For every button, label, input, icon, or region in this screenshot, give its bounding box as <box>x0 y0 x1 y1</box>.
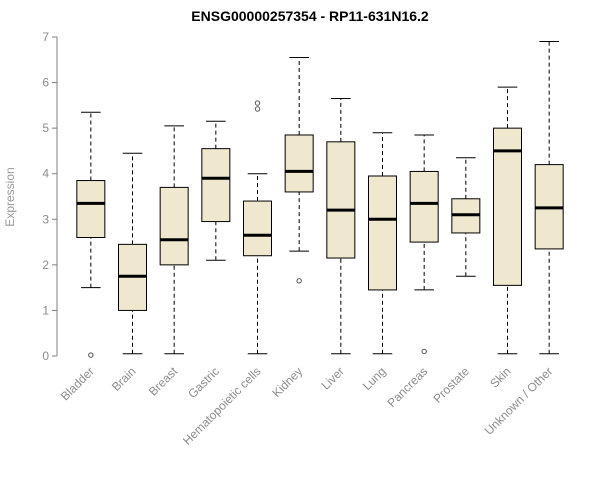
chart-title: ENSG00000257354 - RP11-631N16.2 <box>191 8 429 24</box>
y-tick-label: 2 <box>42 258 49 272</box>
outlier-point <box>254 106 261 112</box>
y-tick-label: 1 <box>42 303 49 317</box>
boxplot-gastric: Gastric <box>185 120 231 401</box>
x-tick-label: Brain <box>109 364 139 394</box>
y-tick-label: 7 <box>42 30 49 44</box>
outlier-point <box>421 348 427 355</box>
y-tick-label: 5 <box>42 121 49 135</box>
x-tick-label: Pancreas <box>385 364 431 410</box>
iqr-box <box>284 134 314 193</box>
boxplot-brain: Brain <box>109 152 147 394</box>
boxplot-skin: Skin <box>487 86 522 391</box>
iqr-box <box>326 141 356 259</box>
x-tick-label: Liver <box>319 364 347 392</box>
outlier-point <box>296 278 302 284</box>
boxplot-bladder: Bladder <box>58 111 106 403</box>
boxplot-lung: Lung <box>360 132 397 393</box>
iqr-box <box>201 148 231 223</box>
x-tick-label: Hematopoietic cells <box>180 364 263 447</box>
x-tick-label: Gastric <box>185 364 222 401</box>
x-tick-label: Prostate <box>430 364 472 406</box>
y-tick-label: 3 <box>42 212 49 226</box>
outlier-point <box>254 100 261 106</box>
x-tick-label: Lung <box>360 364 389 393</box>
boxplot-liver: Liver <box>319 98 356 393</box>
y-axis-label: Expression <box>3 167 17 226</box>
iqr-box <box>243 200 272 257</box>
y-tick-label: 0 <box>42 349 49 363</box>
y-tick-label: 6 <box>42 76 49 90</box>
iqr-box <box>76 180 106 239</box>
iqr-box <box>368 175 397 291</box>
x-tick-label: Breast <box>146 364 181 399</box>
x-tick-label: Bladder <box>58 364 97 403</box>
boxplot-breast: Breast <box>146 125 189 399</box>
iqr-box <box>409 170 439 243</box>
outlier-point <box>88 352 94 358</box>
x-tick-label: Kidney <box>269 364 305 400</box>
x-tick-label: Skin <box>487 364 513 390</box>
y-tick-label: 4 <box>42 167 49 181</box>
iqr-box <box>493 127 522 286</box>
boxplot-kidney: Kidney <box>269 57 314 400</box>
iqr-box <box>159 186 189 266</box>
plot-area: 0 1 2 3 4 5 6 7 Bladder Brain Breast GastricHematop… <box>42 30 564 448</box>
